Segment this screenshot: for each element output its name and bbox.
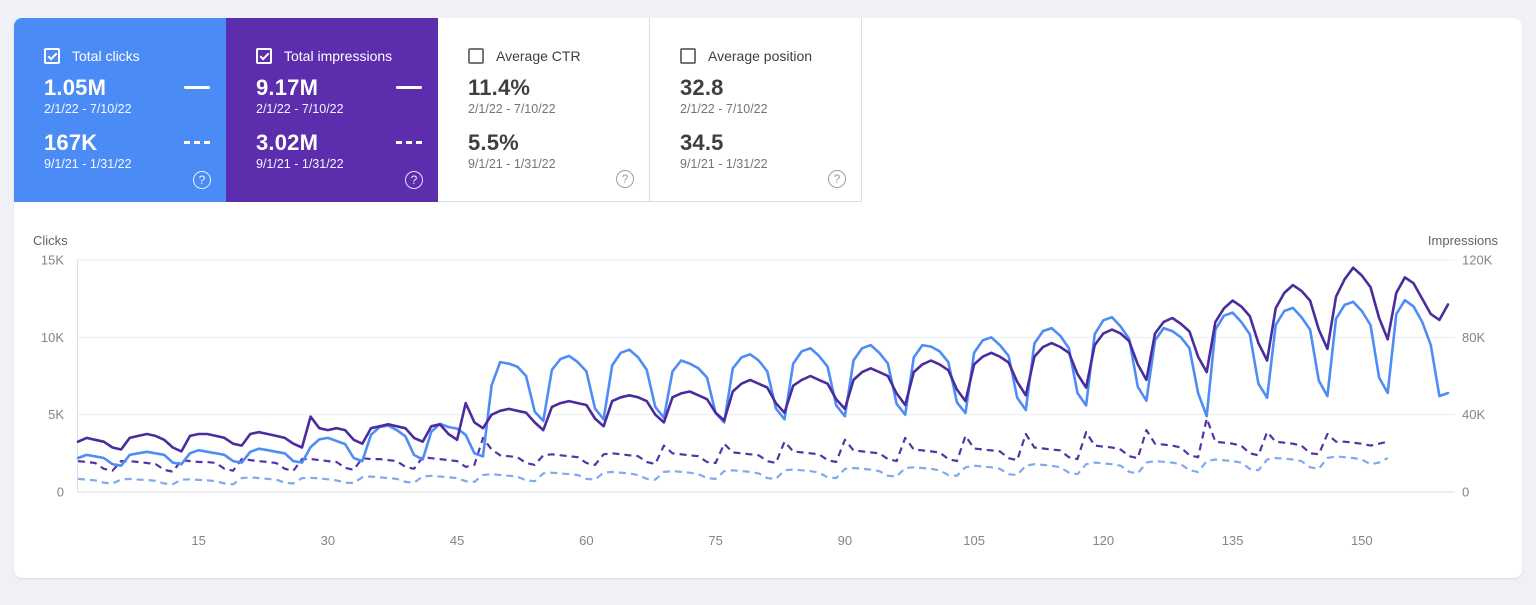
metric-card-label: Average CTR [496, 48, 581, 64]
card-header: Total impressions [256, 46, 422, 66]
card-header: Average CTR [468, 46, 633, 66]
x-tick-label: 105 [963, 533, 985, 548]
metric-value: 34.5 [680, 130, 724, 155]
series-line-impressions_prev [77, 417, 1388, 473]
metric-date-range: 9/1/21 - 1/31/22 [44, 157, 132, 171]
checkbox-unchecked-icon[interactable] [468, 48, 484, 64]
metric-date-range: 2/1/22 - 7/10/22 [680, 102, 768, 116]
metric-card-label: Average position [708, 48, 813, 64]
checkbox-unchecked-icon[interactable] [680, 48, 696, 64]
metric-card-label: Total impressions [284, 48, 393, 64]
metric-cards-row: Total clicks 1.05M 2/1/22 - 7/10/22 167K… [14, 18, 862, 202]
current-period-metric: 11.4% 2/1/22 - 7/10/22 [468, 75, 633, 117]
x-tick-label: 45 [450, 533, 464, 548]
previous-period-line-indicator [396, 141, 422, 144]
performance-panel: 15K 120K 10K 80K 5K 40K 0 0 15 30 45 60 75 90 105 120 13… [14, 18, 1522, 578]
series-line-clicks_prev [77, 455, 1389, 486]
series-line-clicks [76, 298, 1450, 468]
current-period-line-indicator [184, 86, 210, 89]
metric-date-range: 9/1/21 - 1/31/22 [680, 157, 768, 171]
metric-card-total-clicks[interactable]: Total clicks 1.05M 2/1/22 - 7/10/22 167K… [14, 18, 226, 202]
x-tick-label: 90 [838, 533, 852, 548]
current-period-line-indicator [396, 86, 422, 89]
current-period-metric: 32.8 2/1/22 - 7/10/22 [680, 75, 845, 117]
x-tick-label: 135 [1222, 533, 1244, 548]
previous-period-metric: 34.5 9/1/21 - 1/31/22 [680, 130, 845, 172]
y-left-tick-label: 5K [48, 407, 64, 422]
x-tick-label: 60 [579, 533, 593, 548]
metric-date-range: 2/1/22 - 7/10/22 [44, 102, 132, 116]
x-tick-label: 150 [1351, 533, 1373, 548]
metric-card-average-ctr[interactable]: Average CTR 11.4% 2/1/22 - 7/10/22 5.5% … [438, 18, 650, 202]
checkbox-checked-icon[interactable] [44, 48, 60, 64]
left-axis-title: Clicks [33, 233, 68, 248]
check-icon [259, 50, 270, 61]
y-right-tick-label: 0 [1462, 485, 1469, 500]
x-tick-label: 30 [321, 533, 335, 548]
help-icon[interactable]: ? [193, 171, 211, 189]
previous-period-metric: 167K 9/1/21 - 1/31/22 [44, 130, 210, 172]
previous-period-line-indicator [184, 141, 210, 144]
x-tick-label: 75 [708, 533, 722, 548]
y-right-tick-label: 80K [1462, 330, 1485, 345]
previous-period-metric: 5.5% 9/1/21 - 1/31/22 [468, 130, 633, 172]
y-right-tick-label: 120K [1462, 253, 1493, 268]
help-icon[interactable]: ? [405, 171, 423, 189]
help-icon[interactable]: ? [828, 170, 846, 188]
check-icon [47, 50, 58, 61]
metric-card-average-position[interactable]: Average position 32.8 2/1/22 - 7/10/22 3… [650, 18, 862, 202]
metric-date-range: 9/1/21 - 1/31/22 [468, 157, 556, 171]
help-icon[interactable]: ? [616, 170, 634, 188]
current-period-metric: 1.05M 2/1/22 - 7/10/22 [44, 75, 210, 117]
card-header: Average position [680, 46, 845, 66]
y-left-tick-label: 10K [41, 330, 64, 345]
metric-value: 1.05M [44, 75, 107, 100]
previous-period-metric: 3.02M 9/1/21 - 1/31/22 [256, 130, 422, 172]
x-tick-label: 15 [191, 533, 205, 548]
card-header: Total clicks [44, 46, 210, 66]
metric-value: 3.02M [256, 130, 319, 155]
metric-card-total-impressions[interactable]: Total impressions 9.17M 2/1/22 - 7/10/22… [226, 18, 438, 202]
series-line-impressions [76, 266, 1450, 453]
y-left-tick-label: 15K [41, 253, 64, 268]
metric-value: 11.4% [468, 75, 531, 100]
metric-value: 9.17M [256, 75, 319, 100]
checkbox-checked-icon[interactable] [256, 48, 272, 64]
x-tick-label: 120 [1092, 533, 1114, 548]
metric-date-range: 2/1/22 - 7/10/22 [468, 102, 556, 116]
metric-date-range: 9/1/21 - 1/31/22 [256, 157, 344, 171]
current-period-metric: 9.17M 2/1/22 - 7/10/22 [256, 75, 422, 117]
metric-value: 32.8 [680, 75, 724, 100]
metric-card-label: Total clicks [72, 48, 140, 64]
performance-chart[interactable]: 15K 120K 10K 80K 5K 40K 0 0 15 30 45 60 75 90 105 120 13… [14, 18, 1522, 578]
metric-value: 167K [44, 130, 98, 155]
right-axis-title: Impressions [1427, 233, 1498, 248]
metric-value: 5.5% [468, 130, 519, 155]
metric-date-range: 2/1/22 - 7/10/22 [256, 102, 344, 116]
y-left-tick-label: 0 [57, 485, 64, 500]
y-right-tick-label: 40K [1462, 407, 1485, 422]
